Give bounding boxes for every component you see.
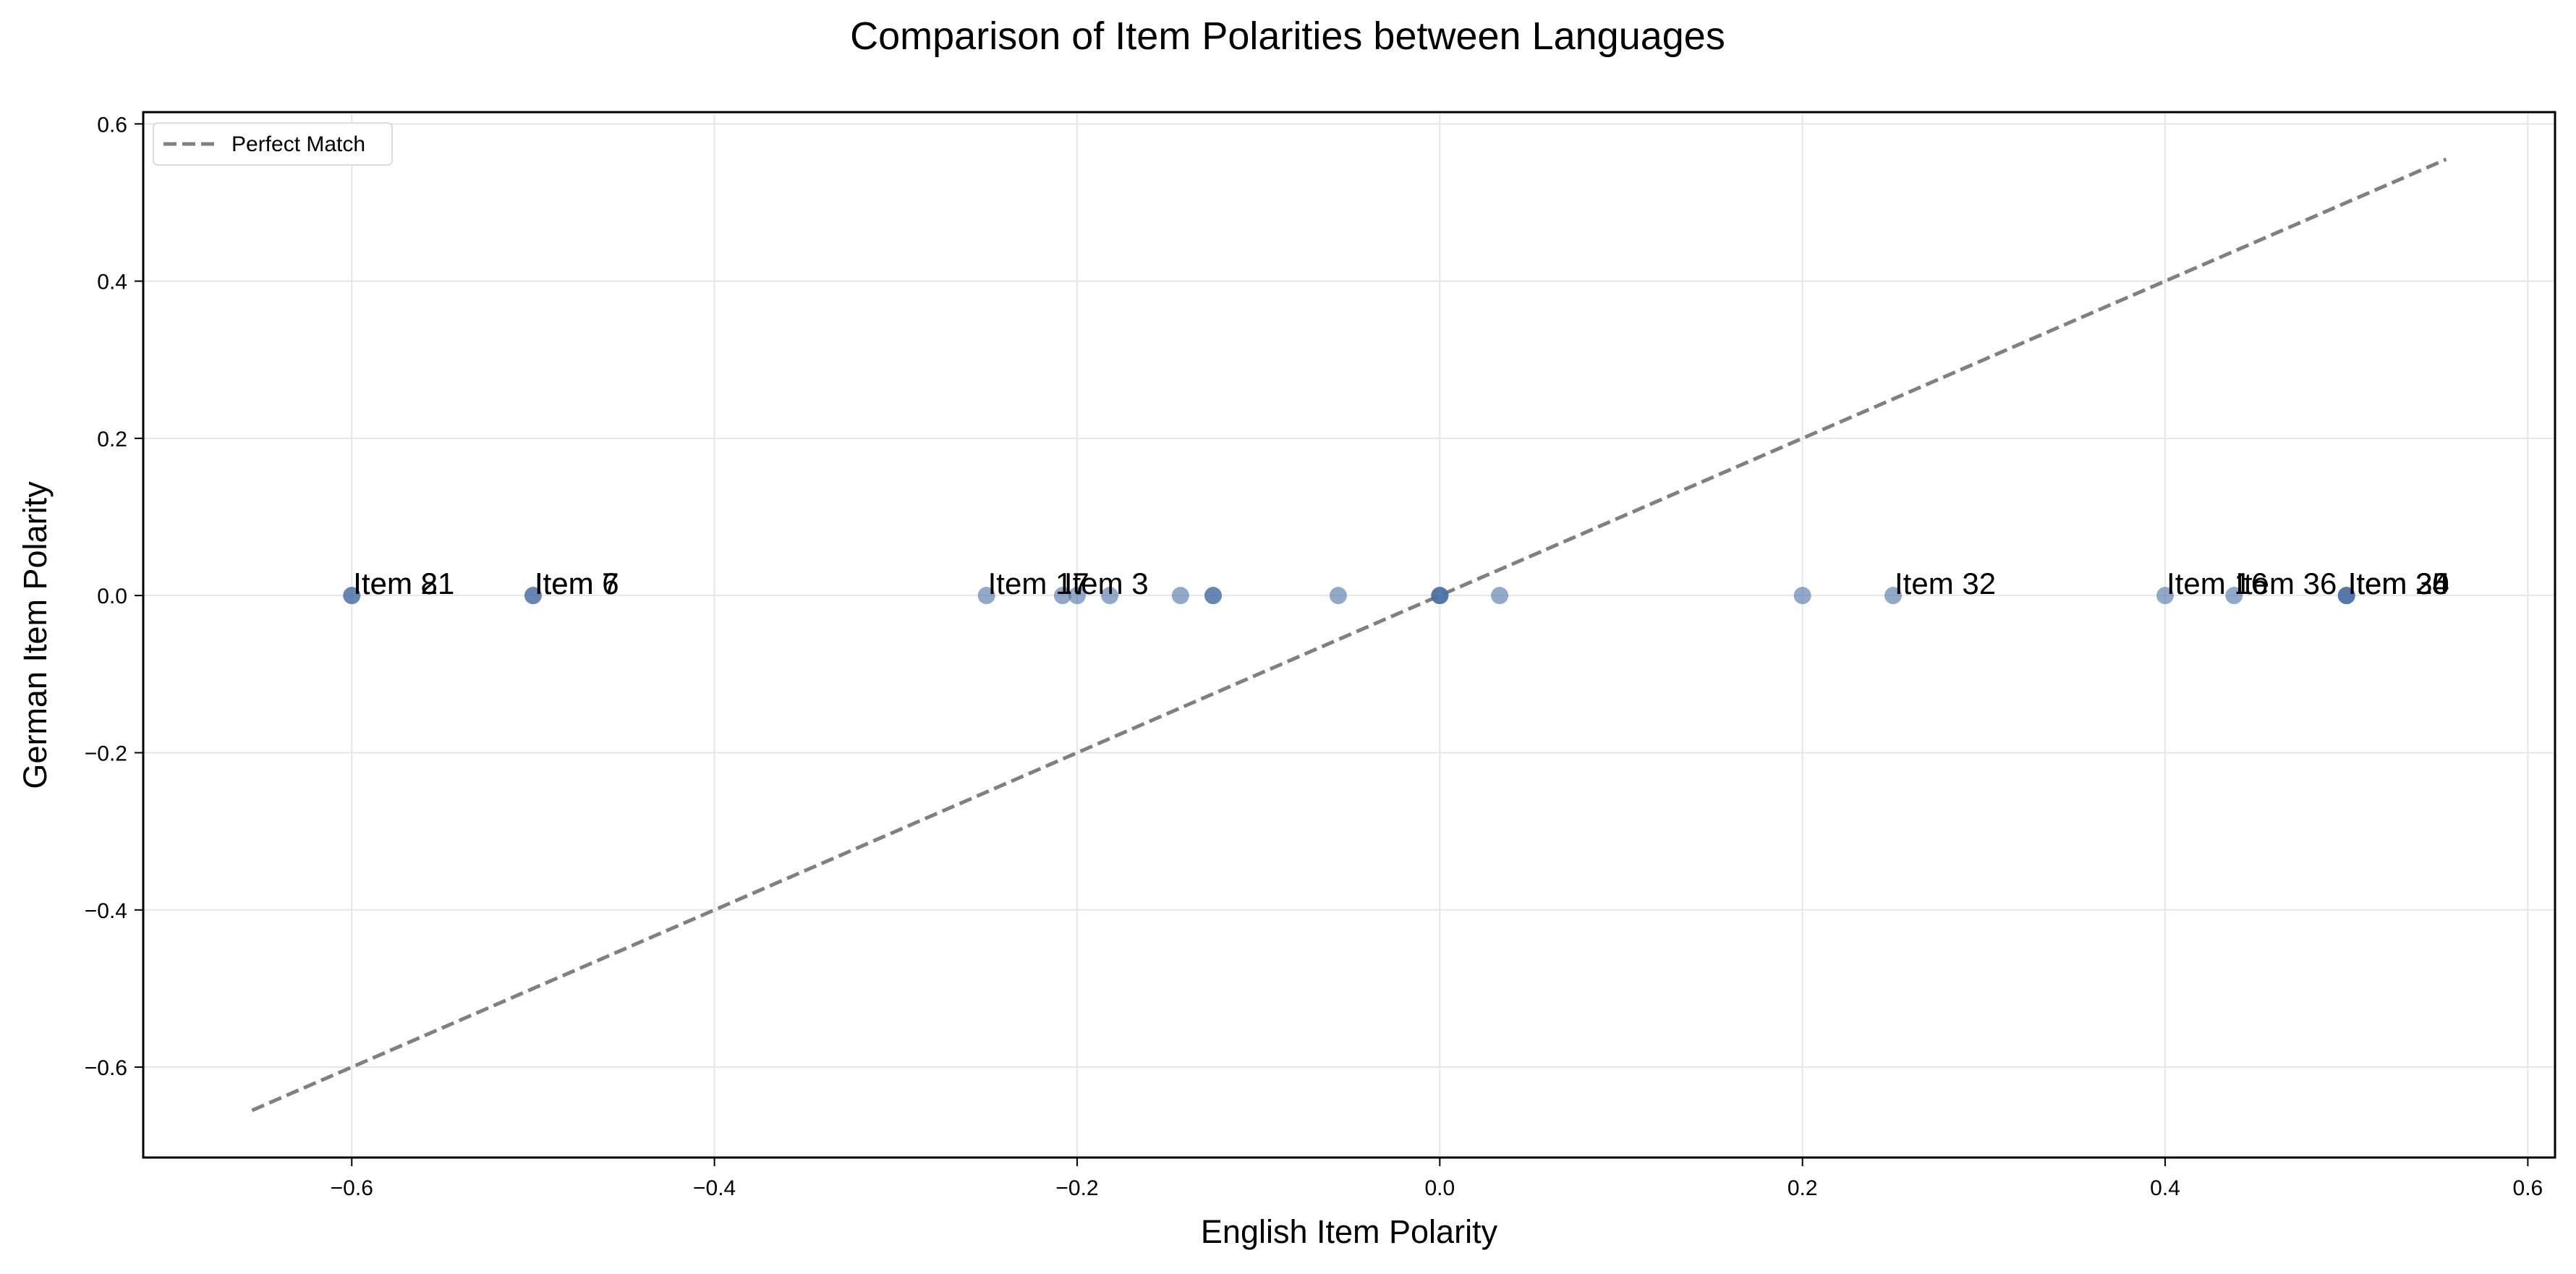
y-tick-label: −0.2: [85, 742, 127, 765]
scatter-point: [1884, 587, 1903, 605]
scatter-point: [1068, 587, 1086, 605]
point-annotation: Item 35: [2348, 566, 2449, 600]
x-tick-label: 0.6: [2513, 1176, 2543, 1200]
scatter-point: [2337, 587, 2355, 605]
x-tick-label: 0.4: [2150, 1176, 2180, 1200]
perfect-match-line: [251, 157, 2447, 1113]
y-axis: −0.6 −0.4 −0.2 0.0 0.2 0.4 0.6: [85, 113, 143, 1080]
reference-line-layer: [251, 157, 2447, 1113]
y-tick-label: 0.6: [97, 113, 127, 137]
point-annotation: Item 17: [988, 566, 1089, 600]
legend-label-perfect-match: Perfect Match: [231, 132, 365, 156]
point-annotation: Item 3: [1064, 566, 1149, 600]
x-tick-label: −0.2: [1055, 1176, 1098, 1200]
x-tick-label: −0.4: [693, 1176, 736, 1200]
y-tick-label: −0.6: [85, 1056, 127, 1080]
scatter-point: [1431, 587, 1449, 605]
y-tick-label: 0.4: [97, 271, 127, 294]
point-annotation: Item 21: [353, 566, 454, 600]
scatter-point: [1793, 587, 1811, 605]
legend: Perfect Match: [153, 122, 393, 166]
scatter-point: [2156, 587, 2175, 605]
point-annotation: Item 6: [535, 566, 619, 600]
scatter-point: [1171, 587, 1189, 605]
y-tick-label: 0.0: [97, 585, 127, 608]
x-axis-label: English Item Polarity: [1201, 1213, 1498, 1250]
legend-frame: [153, 122, 393, 166]
scatter-point: [524, 587, 542, 605]
point-annotation: Item 36: [2235, 566, 2337, 600]
scatter-point: [1101, 587, 1119, 605]
scatter-point: [2225, 587, 2243, 605]
scatter-point: [977, 587, 995, 605]
y-axis-label: German Item Polarity: [17, 481, 54, 789]
scatter-point: [1491, 587, 1509, 605]
point-annotation: Item 20: [2348, 566, 2449, 600]
scatter-point: [1329, 587, 1347, 605]
point-annotation: Item 8: [353, 566, 438, 600]
x-axis: −0.6 −0.4 −0.2 0.0 0.2 0.4 0.6: [331, 1158, 2543, 1200]
point-annotation: Item 7: [535, 566, 619, 600]
scatter-point: [1053, 587, 1071, 605]
point-annotation: Item 16: [2167, 566, 2268, 600]
y-tick-label: 0.2: [97, 428, 127, 451]
chart-title: Comparison of Item Polarities between La…: [850, 14, 1725, 58]
point-annotation: Item 32: [1895, 566, 1996, 600]
x-tick-label: 0.0: [1424, 1176, 1455, 1200]
x-tick-label: 0.2: [1788, 1176, 1818, 1200]
plot-area-frame: [142, 111, 2556, 1159]
scatter-point: [343, 587, 361, 605]
y-tick-label: −0.4: [85, 899, 127, 923]
scatter-point: [1204, 587, 1222, 605]
x-tick-label: −0.6: [331, 1176, 373, 1200]
point-annotation: Item 34: [2348, 566, 2449, 600]
grid-lines: [143, 112, 2555, 1158]
points-layer: [343, 587, 2355, 605]
